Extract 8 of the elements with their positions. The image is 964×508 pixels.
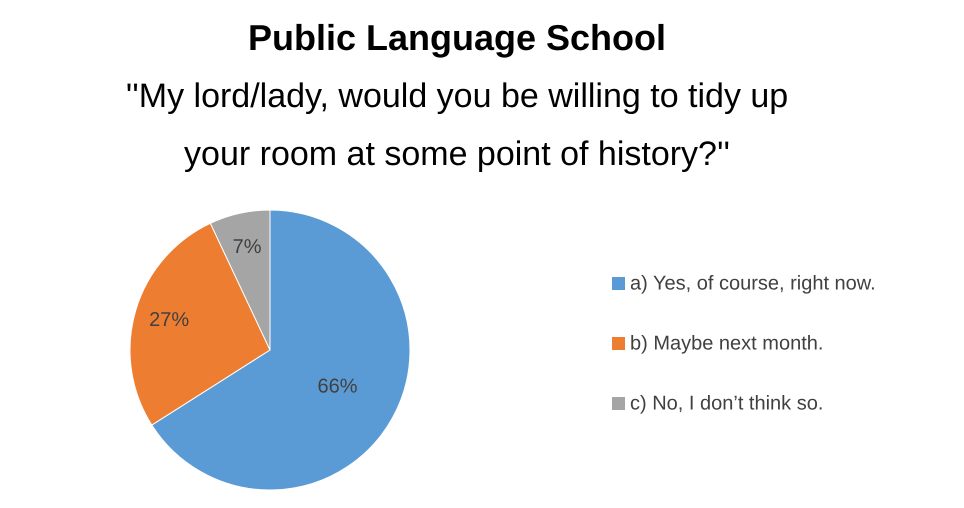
data-label: 7% [232,236,262,258]
legend-label: a) Yes, of course, right now. [630,272,876,294]
legend-label: b) Maybe next month. [630,332,824,354]
chart-subtitle: ''My lord/lady, would you be willing to tidy up your room at some point of history?'' [126,77,788,173]
data-label: 27% [149,308,190,331]
data-label: 66% [317,375,358,398]
chart-title: Public Language School [248,17,666,58]
legend-label: c) No, I don’t think so. [630,392,824,414]
